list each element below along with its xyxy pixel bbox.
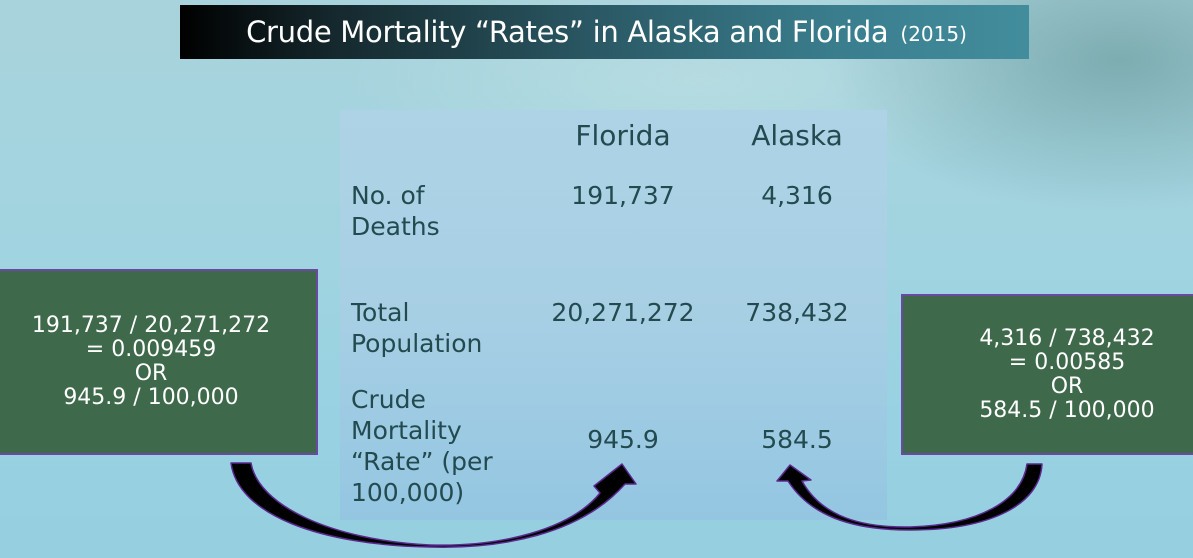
alaska-calc-line-3: OR: [1050, 373, 1084, 399]
row-label-population: Total Population: [351, 298, 483, 358]
mortality-table: Florida Alaska No. of Deaths 191,737 4,3…: [340, 110, 887, 520]
row-label-deaths: No. of Deaths: [351, 181, 440, 241]
slide-title-year: (2015): [900, 22, 967, 46]
alaska-calc-line-4: 584.5 / 100,000: [979, 397, 1155, 423]
florida-calc-line-2: = 0.009459: [85, 337, 217, 362]
cell-alaska-deaths: 4,316: [761, 181, 833, 210]
cell-florida-deaths: 191,737: [571, 181, 675, 210]
florida-calculation-box: 191,737 / 20,271,272 = 0.009459 OR 945.9…: [0, 269, 318, 455]
slide-title: Crude Mortality “Rates” in Alaska and Fl…: [246, 15, 889, 49]
alaska-calc-line-2: = 0.00585: [1008, 349, 1126, 375]
column-header-florida: Florida: [575, 119, 671, 152]
alaska-calc-line-1: 4,316 / 738,432: [979, 325, 1155, 351]
cell-florida-crude-rate: 945.9: [587, 425, 659, 454]
column-header-alaska: Alaska: [751, 119, 843, 152]
slide-title-bar: Crude Mortality “Rates” in Alaska and Fl…: [180, 5, 1029, 59]
cell-alaska-crude-rate: 584.5: [761, 425, 833, 454]
florida-calc-line-4: 945.9 / 100,000: [63, 385, 239, 410]
alaska-calculation-box: 4,316 / 738,432 = 0.00585 OR 584.5 / 100…: [901, 294, 1193, 455]
cell-alaska-population: 738,432: [745, 298, 849, 327]
florida-calc-line-3: OR: [134, 361, 168, 386]
cell-florida-population: 20,271,272: [551, 298, 695, 327]
florida-calc-line-1: 191,737 / 20,271,272: [31, 313, 271, 338]
row-label-crude-rate: Crude Mortality “Rate” (per 100,000): [351, 385, 493, 507]
